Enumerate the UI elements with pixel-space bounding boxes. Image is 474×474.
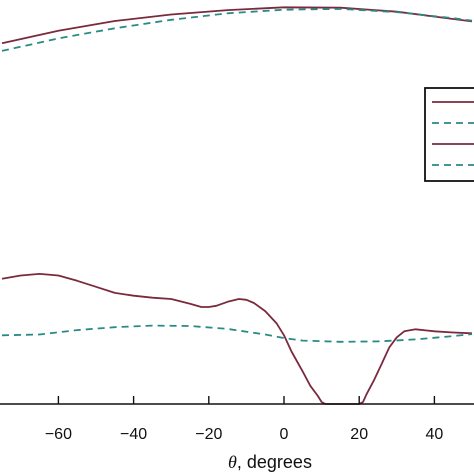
x-tick-label: 0 — [280, 426, 289, 443]
x-tick-label: −40 — [120, 426, 147, 443]
x-tick-label: 40 — [426, 426, 444, 443]
series-line-4 — [1, 324, 473, 343]
series-line-3 — [1, 273, 473, 405]
x-axis-label-text: , degrees — [237, 452, 312, 472]
series-line-2 — [1, 8, 473, 52]
series-line-1 — [1, 6, 473, 45]
x-ticks: −60 −40 −20 0 20 40 — [45, 396, 444, 443]
x-axis-label-variable: θ — [228, 452, 237, 472]
x-tick-label: −60 — [45, 426, 72, 443]
x-tick-label: −20 — [195, 426, 222, 443]
legend — [424, 87, 474, 182]
x-axis-label: θ, degrees — [228, 452, 312, 472]
x-tick-label: 20 — [350, 426, 368, 443]
series-layer — [1, 6, 473, 405]
